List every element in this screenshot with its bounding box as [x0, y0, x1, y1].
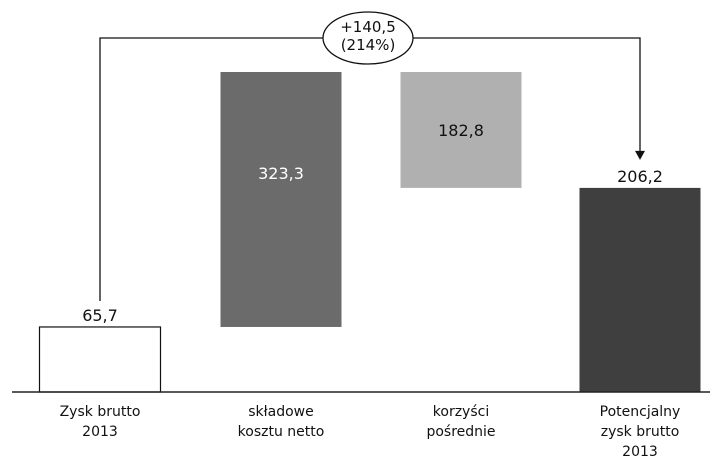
labels-layer: 65,7 323,3 182,8 206,2	[82, 121, 663, 325]
bar-1	[220, 72, 342, 327]
category-label-0-1: 2013	[82, 424, 118, 440]
category-label-3-2: 2013	[622, 444, 658, 458]
category-labels: Zysk brutto 2013 składowe kosztu netto korzy…	[60, 404, 681, 458]
bar-0	[38, 326, 162, 393]
bar-2	[400, 72, 522, 188]
bars-layer	[38, 72, 701, 393]
bar-value-label-1: 323,3	[258, 164, 304, 183]
category-label-3-1: zysk brutto	[601, 424, 680, 440]
category-label-3-0: Potencjalny	[600, 404, 681, 420]
change-annotation: +140,5(214%)	[99, 11, 645, 301]
change-bubble-text-0: +140,5	[340, 18, 396, 36]
category-label-2-1: pośrednie	[426, 424, 495, 440]
category-label-1-0: składowe	[248, 404, 313, 420]
category-label-1-1: kosztu netto	[238, 424, 325, 440]
bar-value-label-3: 206,2	[617, 167, 663, 186]
change-connector-line	[99, 37, 641, 301]
bar-3	[579, 187, 701, 392]
category-label-0-0: Zysk brutto	[60, 404, 141, 420]
category-label-2-0: korzyści	[433, 404, 489, 420]
change-bubble-text-1: (214%)	[341, 36, 396, 54]
change-bubble	[322, 11, 414, 65]
bar-value-label-2: 182,8	[438, 121, 484, 140]
arrow-head-icon	[635, 150, 645, 160]
bar-value-label-0: 65,7	[82, 306, 118, 325]
